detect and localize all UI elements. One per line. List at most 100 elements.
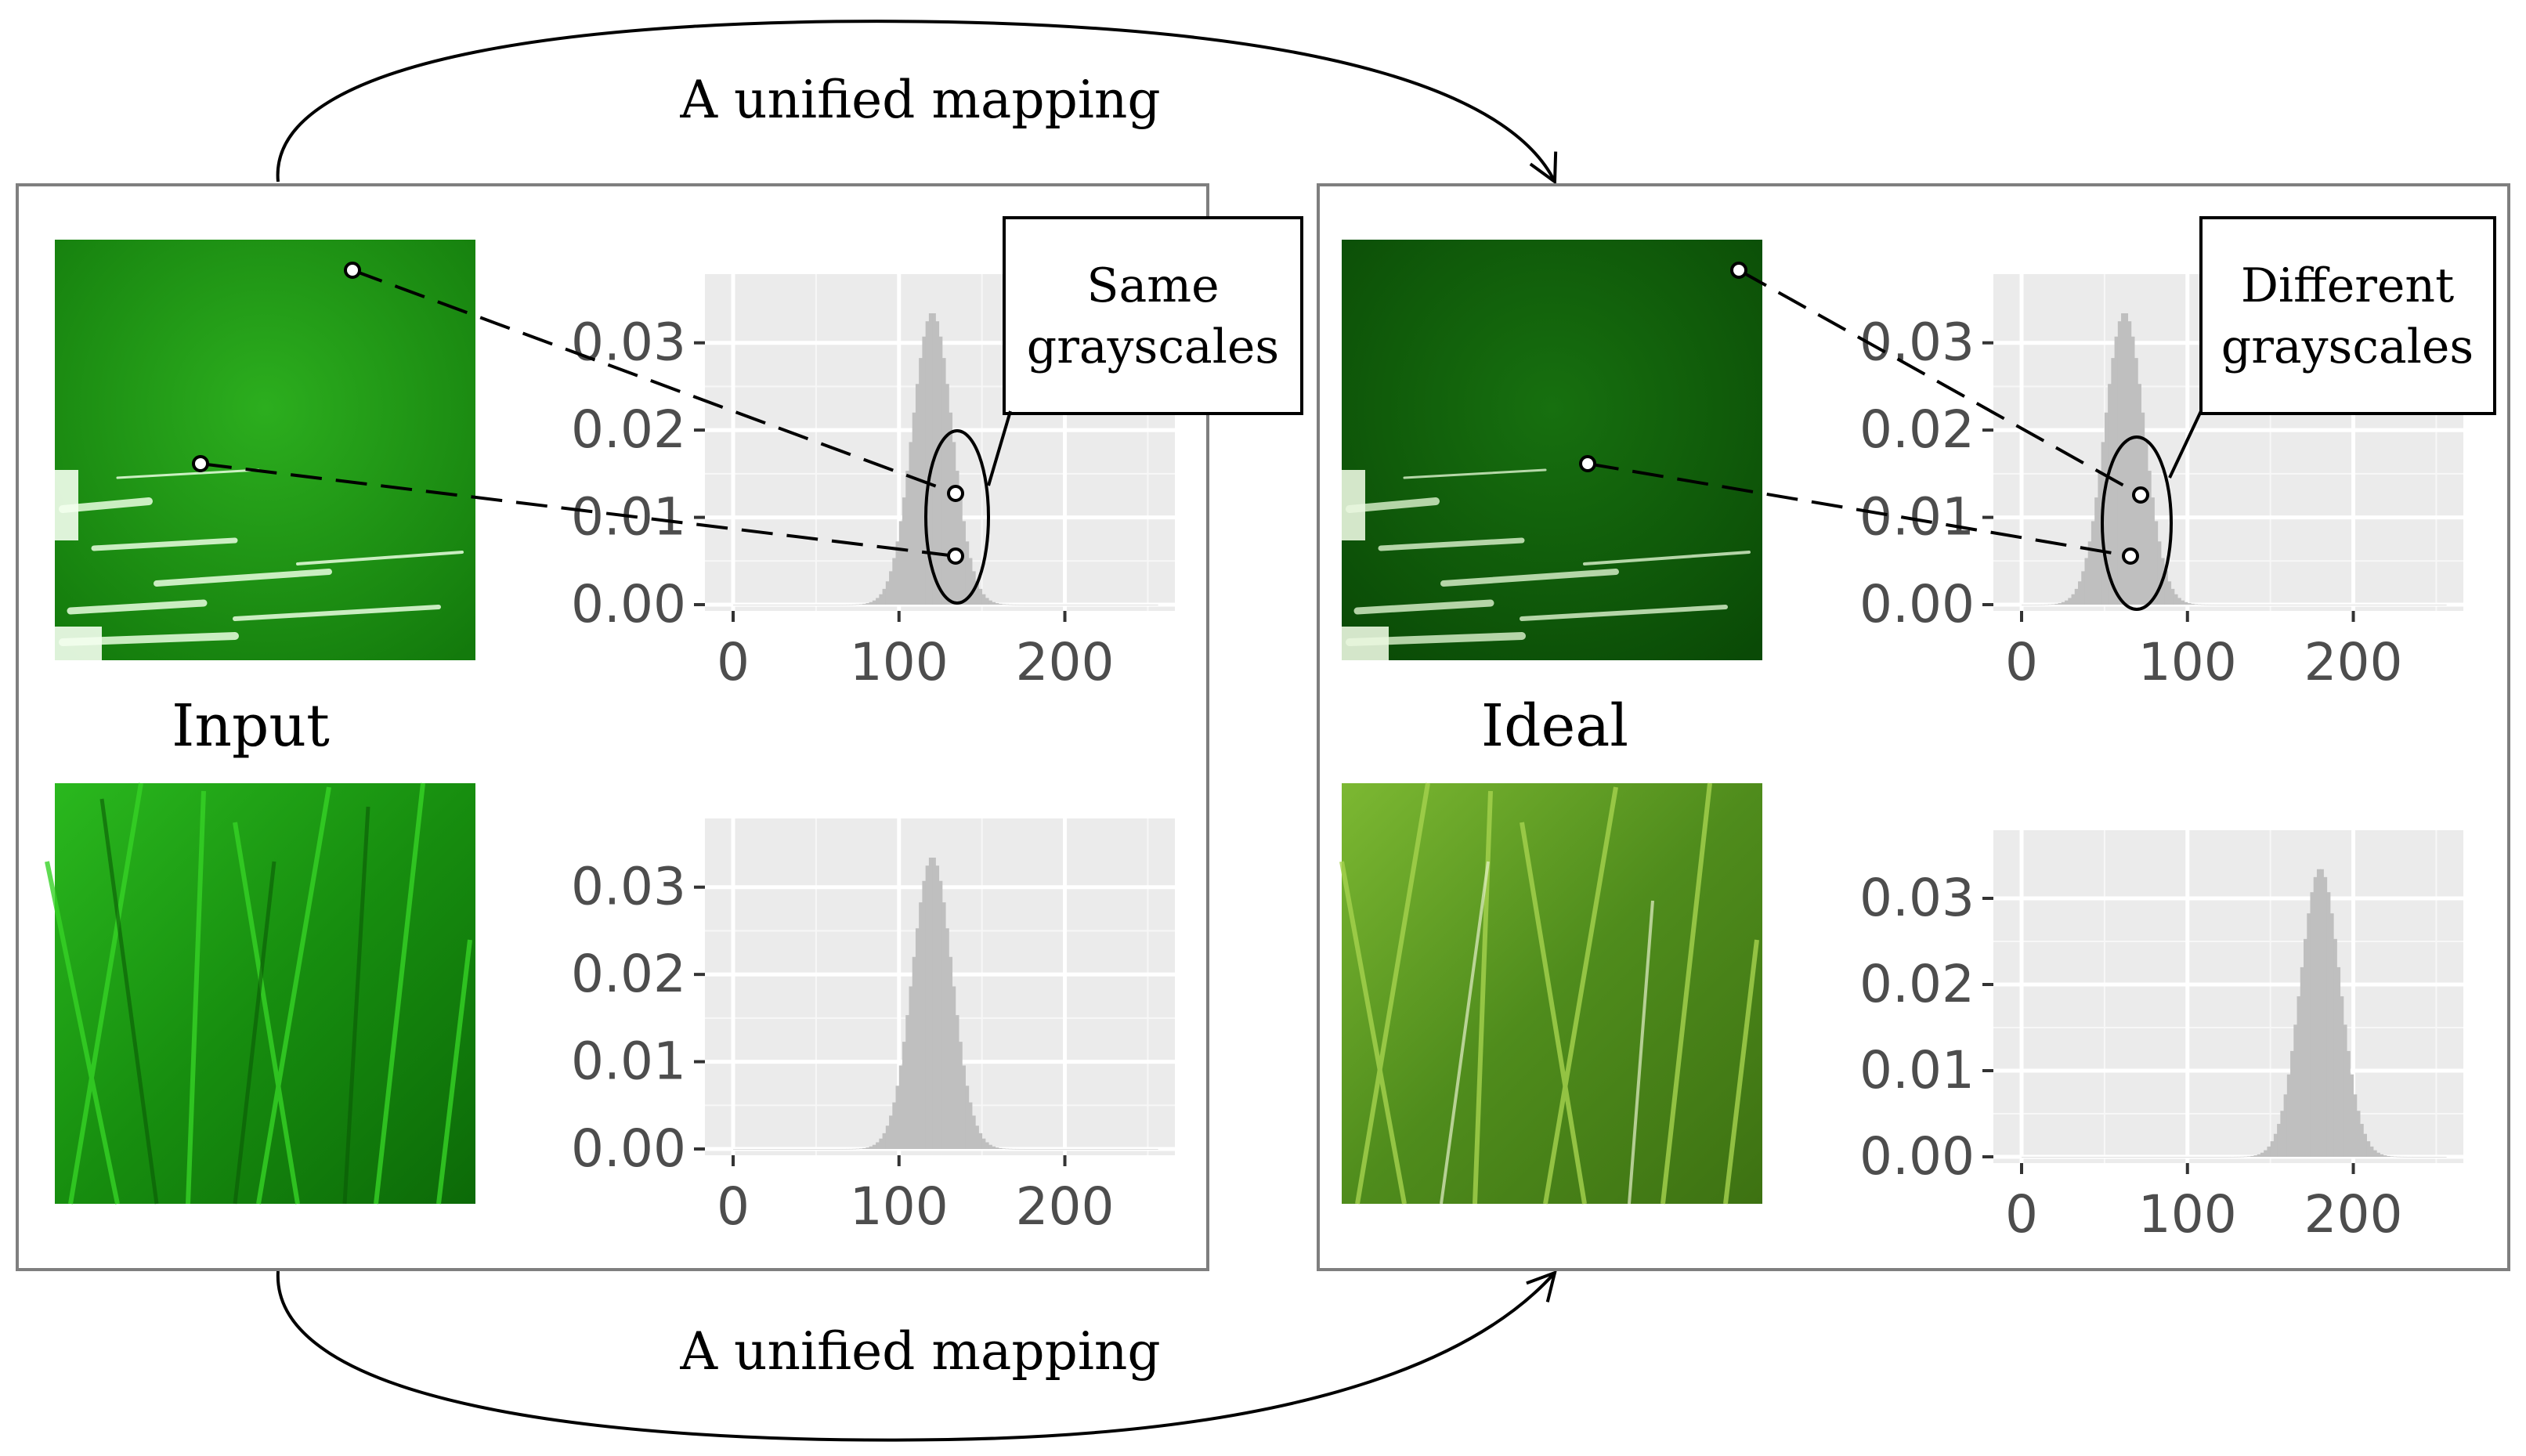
- histogram-bar: [2170, 1157, 2175, 1158]
- histogram-bar: [895, 541, 900, 605]
- histogram-bar: [935, 865, 940, 1149]
- histogram-bar: [1078, 1149, 1082, 1150]
- histogram-bar: [1018, 1148, 1022, 1150]
- histogram-bar: [2316, 869, 2321, 1157]
- x-tick-label: 200: [2304, 1184, 2403, 1245]
- histogram-bar: [912, 956, 916, 1149]
- histogram-bar: [915, 384, 920, 605]
- ideal-water-image: [1342, 240, 1762, 660]
- histogram-bar: [876, 1142, 880, 1149]
- histogram-bar: [796, 1149, 800, 1150]
- histogram-bar: [2098, 471, 2102, 605]
- histogram-bar: [2111, 1157, 2116, 1158]
- histogram-bar: [1041, 1148, 1046, 1150]
- histogram-bar: [2409, 1156, 2414, 1158]
- histogram-bar: [1024, 1148, 1029, 1150]
- histogram-bar: [2081, 571, 2085, 605]
- y-tick-label: 0.03: [1859, 868, 1975, 928]
- histogram-bar: [2108, 384, 2112, 605]
- y-tick-label: 0.02: [1859, 954, 1975, 1014]
- histogram-bar: [985, 598, 989, 605]
- histogram-bar: [2134, 1157, 2138, 1158]
- histogram-bar: [826, 1148, 830, 1150]
- histogram-bar: [928, 313, 933, 605]
- histogram-bar: [862, 603, 866, 605]
- histogram-bar: [1131, 1149, 1135, 1150]
- histogram-bar: [2104, 1157, 2109, 1158]
- histogram-bar: [2323, 876, 2328, 1157]
- histogram-bar: [812, 1149, 817, 1150]
- x-tick-label: 0: [2005, 632, 2038, 692]
- histogram-bar: [892, 1102, 897, 1149]
- histogram-bar: [2181, 1157, 2185, 1158]
- histogram-bar: [955, 471, 959, 605]
- histogram-bar: [2141, 1157, 2145, 1158]
- x-tick-label: 100: [850, 1176, 949, 1237]
- histogram-bar: [2247, 1156, 2251, 1157]
- histogram-bar: [2104, 412, 2109, 605]
- histogram-bar: [925, 865, 930, 1149]
- histogram-bar: [949, 412, 953, 605]
- histogram-bar: [2071, 594, 2076, 605]
- histogram-bar: [2074, 588, 2079, 605]
- histogram-bar: [1045, 1149, 1049, 1150]
- histogram-bar: [2429, 1156, 2434, 1158]
- input-bottom-histogram: 0.00 0.01 0.02 0.03 0 100 200: [571, 818, 1175, 1237]
- y-tick-label: 0.03: [1859, 313, 1975, 373]
- histogram-bar: [941, 358, 946, 605]
- histogram-bar: [822, 1148, 827, 1150]
- y-tick-label: 0.02: [571, 944, 686, 1004]
- histogram-bar: [849, 1148, 853, 1150]
- histogram-bar: [2124, 313, 2129, 605]
- histogram-bar: [2343, 1024, 2347, 1157]
- histogram-bar: [945, 928, 949, 1149]
- histogram-bar: [2124, 1157, 2129, 1158]
- histogram-bar: [2290, 1050, 2294, 1157]
- histogram-bar: [885, 1125, 890, 1149]
- histogram-bar: [932, 858, 936, 1149]
- histogram-bar: [2399, 1156, 2404, 1158]
- histogram-bar: [2071, 1157, 2076, 1158]
- histogram-bar: [2091, 1157, 2095, 1158]
- y-tick-label: 0.00: [1859, 1126, 1975, 1187]
- histogram-bar: [968, 1102, 973, 1149]
- histogram-bar: [806, 1149, 810, 1150]
- histogram-bar: [1094, 1149, 1099, 1150]
- histogram-bar: [2170, 588, 2175, 605]
- histogram-bar: [895, 1086, 900, 1149]
- histogram-bar: [2372, 1150, 2377, 1157]
- histogram-bar: [2051, 1157, 2055, 1158]
- histogram-bar: [2127, 1157, 2132, 1158]
- histogram-bar: [2054, 1157, 2059, 1158]
- histogram-bar: [935, 321, 940, 605]
- histogram-bar: [782, 1149, 787, 1150]
- histogram-bar: [858, 1148, 863, 1149]
- histogram-bar: [1088, 1149, 1092, 1150]
- histogram-bar: [2403, 1156, 2407, 1158]
- histogram-bar: [2154, 1157, 2159, 1158]
- histogram-bar: [869, 602, 873, 605]
- histogram-bar: [736, 1149, 740, 1150]
- histogram-bar: [2025, 1157, 2029, 1158]
- histogram-bar: [772, 1149, 777, 1150]
- histogram-bar: [753, 1149, 757, 1150]
- histogram-bar: [2038, 1157, 2042, 1158]
- histogram-bar: [846, 1148, 850, 1150]
- histogram-bar: [2151, 497, 2155, 605]
- histogram-bar: [743, 1149, 747, 1150]
- histogram-bar: [2253, 1155, 2258, 1157]
- histogram-bar: [1081, 1149, 1086, 1150]
- histogram-bar: [2078, 581, 2082, 605]
- histogram-bar: [858, 604, 863, 605]
- histogram-bar: [799, 1149, 804, 1150]
- histogram-bar: [938, 880, 943, 1149]
- histogram-bar: [2386, 1155, 2390, 1157]
- y-tick-label: 0.03: [571, 857, 686, 917]
- histogram-bar: [2356, 1111, 2361, 1157]
- histogram-bar: [855, 1148, 860, 1150]
- histogram-bar: [852, 1148, 857, 1150]
- histogram-bar: [2442, 1157, 2447, 1158]
- histogram-bar: [2111, 358, 2116, 605]
- histogram-bar: [1075, 1149, 1079, 1150]
- histogram-bar: [2157, 541, 2162, 605]
